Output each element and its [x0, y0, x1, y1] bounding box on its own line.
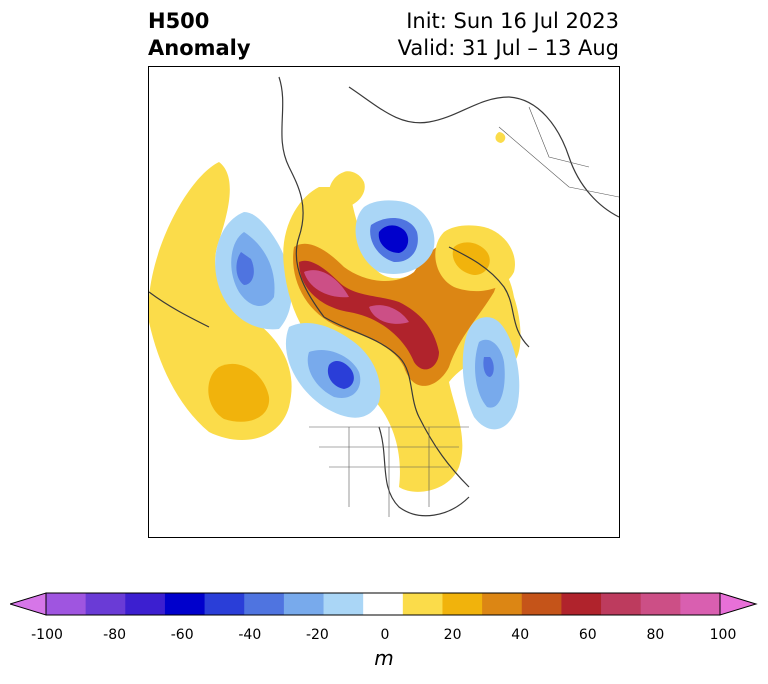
colorbar-cell	[601, 593, 642, 615]
colorbar-cell	[164, 593, 206, 615]
colorbar-extend-low	[10, 592, 47, 616]
colorbar-cell	[640, 593, 681, 615]
colorbar-unit-label: m	[374, 646, 394, 670]
colorbar-cell	[283, 593, 325, 615]
title-variable: H500	[148, 9, 210, 33]
colorbar-cell	[442, 593, 483, 615]
colorbar-cell	[680, 593, 721, 615]
colorbar-cell	[323, 593, 364, 615]
colorbar-tick-label: -40	[238, 627, 261, 643]
title-subvariable: Anomaly	[148, 36, 251, 60]
colorbar-tick-label: 40	[511, 627, 529, 643]
colorbar-cell	[482, 593, 523, 615]
colorbar-cell	[521, 593, 562, 615]
colorbar	[10, 592, 758, 616]
colorbar-tick-label: -60	[171, 627, 194, 643]
colorbar-tick-label: -80	[103, 627, 126, 643]
colorbar-cell	[125, 593, 166, 615]
colorbar-tick-label: 80	[646, 627, 664, 643]
colorbar-outline	[45, 592, 721, 616]
coastlines	[149, 76, 619, 517]
colorbar-cell	[85, 593, 126, 615]
colorbar-tick-label: -100	[31, 627, 63, 643]
colorbar-extend-high	[719, 592, 758, 616]
colorbar-cell	[46, 593, 87, 615]
colorbar-tick-label: 60	[579, 627, 597, 643]
colorbar-cell	[363, 593, 404, 615]
colorbar-cell	[402, 593, 443, 615]
colorbar-cells	[10, 592, 758, 616]
init-time: Init: Sun 16 Jul 2023	[406, 9, 619, 33]
colorbar-tick-label: 100	[710, 627, 737, 643]
colorbar-cell	[204, 593, 245, 615]
anomaly-contours	[149, 132, 521, 492]
colorbar-tick-label: 0	[381, 627, 390, 643]
colorbar-cell	[244, 593, 285, 615]
colorbar-tick-label: -20	[306, 627, 329, 643]
title-right: Init: Sun 16 Jul 2023 Valid: 31 Jul – 13…	[398, 8, 619, 62]
title-left: H500 Anomaly	[148, 8, 251, 62]
colorbar-ticks: -100 -80 -60 -40 -20 0 20 40 60 80 100	[31, 627, 737, 643]
anomaly-map	[149, 76, 619, 517]
colorbar-cell	[561, 593, 602, 615]
valid-period: Valid: 31 Jul – 13 Aug	[397, 36, 619, 60]
map-panel	[148, 66, 620, 538]
political-borders	[309, 106, 619, 517]
colorbar-tick-label: 20	[444, 627, 462, 643]
